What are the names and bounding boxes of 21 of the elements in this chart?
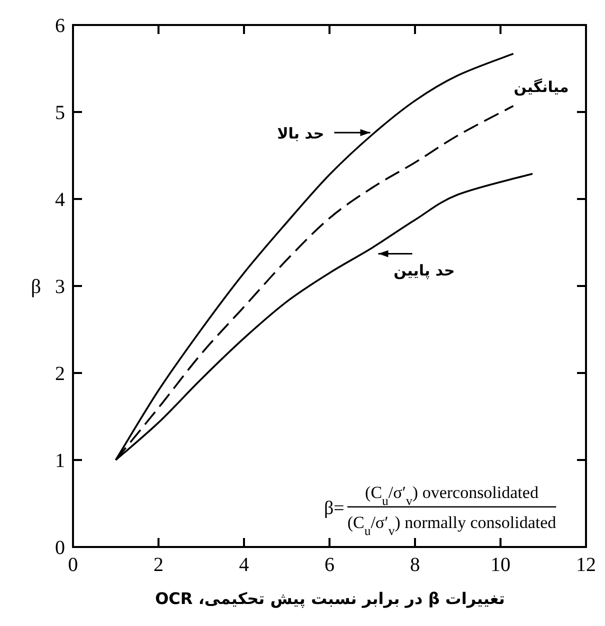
y-tick-label: 0 <box>55 537 65 559</box>
series-label: حد پایین <box>394 262 455 280</box>
y-axis-title: β <box>30 276 42 298</box>
text: تغییرات β در برابر نسبت پیش تحکیمی، OCR <box>155 589 505 608</box>
annotation: (C$_{u}$/σ′$_{v}$) normally consolidated <box>347 512 557 538</box>
x-tick-label: 8 <box>410 554 420 576</box>
y-tick-label: 5 <box>55 102 65 124</box>
x-tick-label: 10 <box>490 554 510 576</box>
annotation: β= <box>324 498 344 519</box>
series-label: میانگین <box>514 78 569 96</box>
y-tick-label: 4 <box>55 189 65 211</box>
annotation: (C$_{u}$/σ′$_{v}$) overconsolidated <box>365 482 539 508</box>
y-tick-label: 6 <box>55 15 65 37</box>
x-tick-label: 12 <box>576 554 596 576</box>
legend-label: حد بالا <box>277 124 324 143</box>
y-tick-label: 1 <box>55 450 65 472</box>
x-tick-label: 2 <box>154 554 164 576</box>
x-tick-label: 4 <box>239 554 249 576</box>
y-tick-label: 2 <box>55 363 65 385</box>
y-tick-label: 3 <box>55 276 65 298</box>
x-tick-label: 6 <box>324 554 334 576</box>
